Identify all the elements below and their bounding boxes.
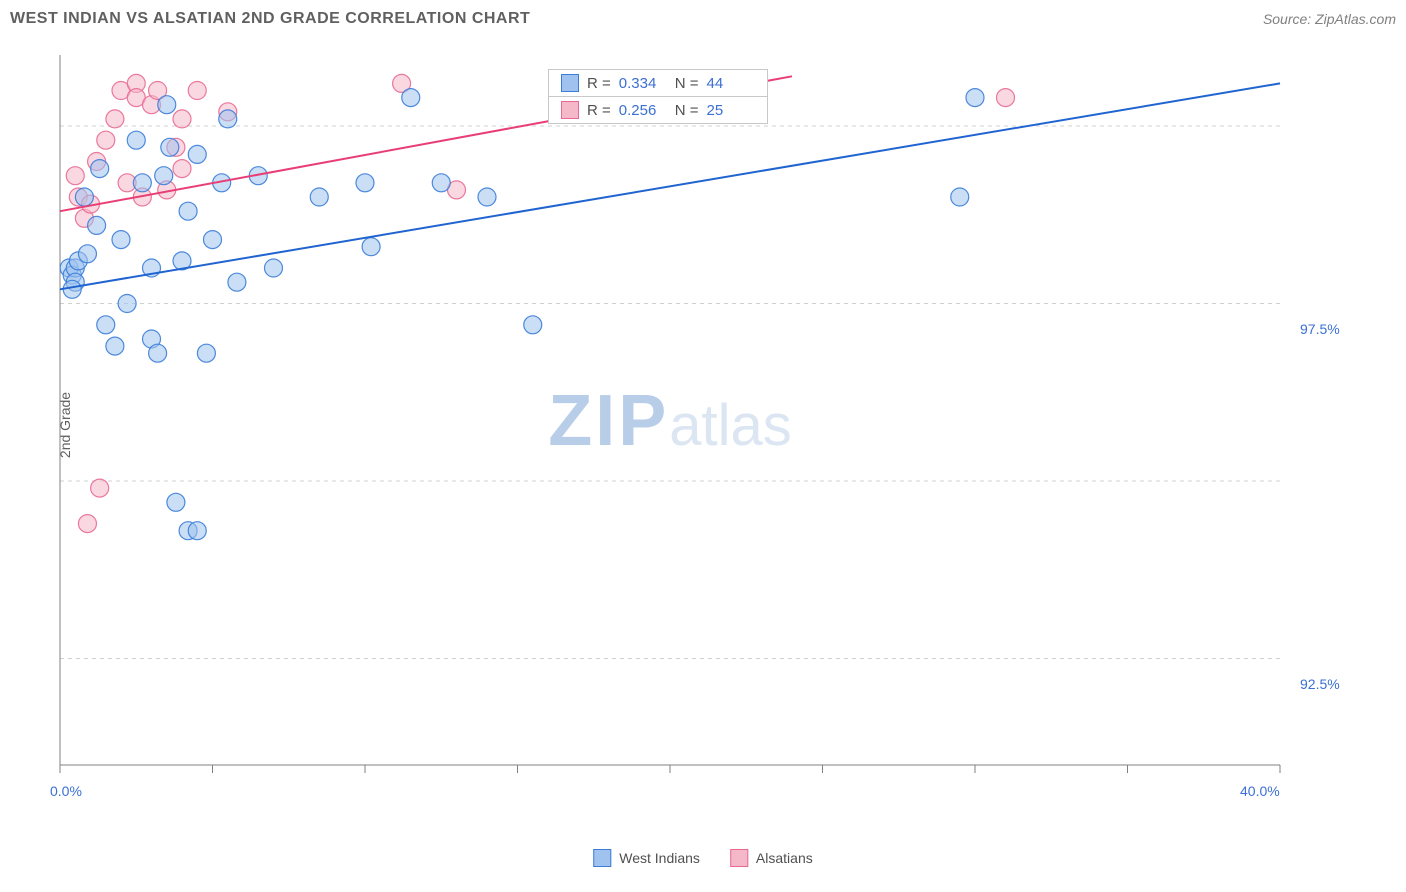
x-tick-label: 0.0% xyxy=(50,783,82,799)
stat-swatch xyxy=(561,74,579,92)
chart-title: WEST INDIAN VS ALSATIAN 2ND GRADE CORREL… xyxy=(10,10,530,28)
y-tick-label: 92.5% xyxy=(1300,676,1340,692)
legend-label: West Indians xyxy=(619,850,700,866)
legend-swatch-pink xyxy=(730,849,748,867)
chart-header: WEST INDIAN VS ALSATIAN 2ND GRADE CORREL… xyxy=(10,10,1396,28)
chart-source: Source: ZipAtlas.com xyxy=(1263,11,1396,27)
stat-row: R = 0.334N = 44 xyxy=(549,70,767,96)
y-tick-label: 97.5% xyxy=(1300,321,1340,337)
scatter-chart-svg: ZIPatlas xyxy=(50,45,1290,805)
legend-item-west-indians: West Indians xyxy=(593,849,700,867)
legend-label: Alsatians xyxy=(756,850,813,866)
legend-swatch-blue xyxy=(593,849,611,867)
stat-row: R = 0.256N = 25 xyxy=(549,96,767,123)
bottom-legend: West Indians Alsatians xyxy=(593,849,812,867)
stat-legend: R = 0.334N = 44R = 0.256N = 25 xyxy=(548,69,768,124)
stat-swatch xyxy=(561,101,579,119)
svg-text:ZIPatlas: ZIPatlas xyxy=(548,381,792,461)
chart-area: 2nd Grade ZIPatlas xyxy=(50,45,1290,805)
x-tick-label: 40.0% xyxy=(1240,783,1280,799)
legend-item-alsatians: Alsatians xyxy=(730,849,813,867)
